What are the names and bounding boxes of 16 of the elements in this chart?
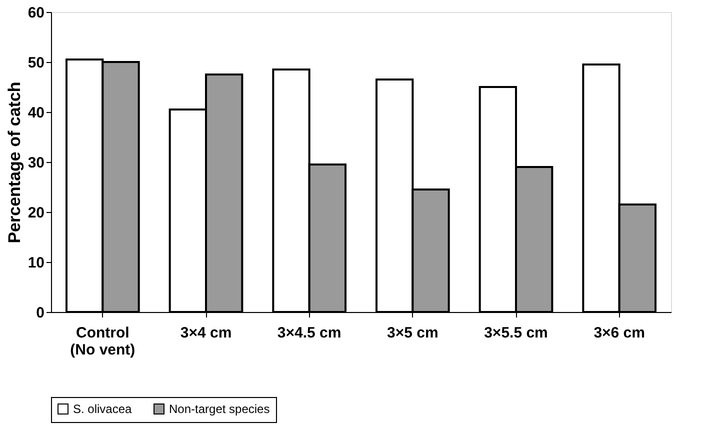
y-tick-label: 10 bbox=[28, 254, 44, 272]
x-tick-label: 3×6 cm bbox=[594, 324, 645, 342]
x-tick-label: Control (No vent) bbox=[70, 324, 136, 358]
y-tick-label: 0 bbox=[36, 304, 44, 322]
y-tick-label: 60 bbox=[28, 4, 44, 22]
x-tick-label: 3×5 cm bbox=[387, 324, 438, 342]
legend-label: Non-target species bbox=[169, 402, 270, 416]
x-tick-label: 3×4 cm bbox=[180, 324, 232, 342]
y-axis-title: Percentage of catch bbox=[4, 82, 24, 244]
x-tick-label: 3×5.5 cm bbox=[484, 324, 548, 342]
y-tick-label: 40 bbox=[28, 104, 44, 122]
legend-label: S. olivacea bbox=[73, 402, 132, 416]
y-tick-label: 50 bbox=[28, 54, 44, 72]
x-tick-label: 3×4.5 cm bbox=[277, 324, 342, 342]
y-tick-label: 20 bbox=[28, 204, 44, 222]
y-tick-label: 30 bbox=[28, 154, 44, 172]
